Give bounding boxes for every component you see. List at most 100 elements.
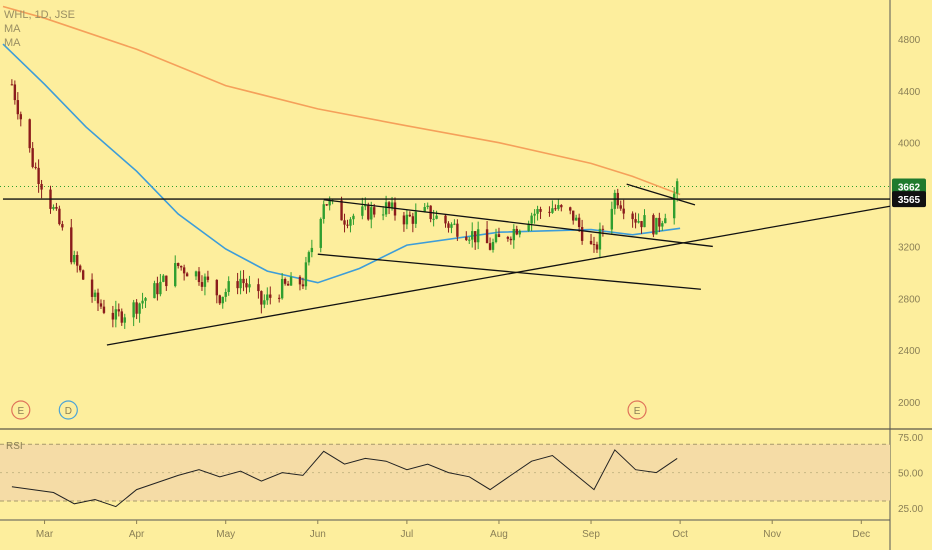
candle-body xyxy=(390,202,394,208)
price-tick-label: 4000 xyxy=(898,139,921,150)
candle-body xyxy=(601,228,605,230)
candle-body xyxy=(408,214,412,217)
price-tick-label: 4800 xyxy=(898,35,921,46)
trendline xyxy=(106,205,891,346)
trendline xyxy=(317,253,701,290)
candle-body xyxy=(215,279,219,296)
candle-body xyxy=(227,281,230,292)
month-label: May xyxy=(216,529,235,540)
candle-body xyxy=(99,303,103,307)
ma2-label[interactable]: MA xyxy=(4,37,21,49)
candle-body xyxy=(159,281,162,295)
candle-body xyxy=(373,207,376,215)
candle-body xyxy=(447,223,450,228)
rsi-tick-label: 50.00 xyxy=(898,469,923,480)
candle-body xyxy=(319,218,322,248)
candle-body xyxy=(301,284,305,287)
candle-body xyxy=(622,208,625,214)
candle-body xyxy=(307,252,311,263)
candle-body xyxy=(655,217,658,235)
candle-body xyxy=(381,214,385,216)
candle-body xyxy=(135,302,138,314)
event-marker xyxy=(627,400,647,420)
candle-body xyxy=(672,193,676,219)
candle-body xyxy=(589,240,593,245)
candle-body xyxy=(530,215,533,224)
candle-body xyxy=(218,295,221,304)
candle-body xyxy=(156,283,159,295)
price-tag-label: 3565 xyxy=(898,195,921,206)
candle-body xyxy=(310,247,314,253)
candle-body xyxy=(634,219,637,223)
candle-body xyxy=(402,215,406,225)
candle-body xyxy=(70,227,73,263)
candle-body xyxy=(444,215,447,224)
candle-body xyxy=(352,215,355,220)
candle-body xyxy=(468,239,471,241)
chart-legend: WHL, 1D, JSE MA MA xyxy=(4,8,75,50)
ma1-label[interactable]: MA xyxy=(4,23,21,35)
candle-body xyxy=(78,265,82,271)
month-label: Jul xyxy=(400,529,413,540)
candle-body xyxy=(165,275,168,287)
candle-body xyxy=(506,237,510,239)
candle-body xyxy=(471,231,474,240)
candle-body xyxy=(179,265,183,268)
candle-body xyxy=(661,223,664,227)
candle-body xyxy=(577,217,581,228)
candle-body xyxy=(58,208,61,225)
candle-body xyxy=(619,205,622,209)
candle-body xyxy=(652,215,655,235)
candle-body xyxy=(269,294,272,298)
candle-body xyxy=(182,267,186,274)
candle-body xyxy=(236,281,239,289)
candles xyxy=(10,79,679,329)
candle-body xyxy=(658,217,661,227)
candle-body xyxy=(494,234,498,243)
candle-body xyxy=(31,148,34,167)
candle-body xyxy=(328,200,331,206)
price-tag-bg xyxy=(892,178,926,195)
candle-body xyxy=(554,208,557,210)
rsi-tick-label: 75.00 xyxy=(898,433,923,444)
candle-body xyxy=(509,238,513,241)
trendline xyxy=(626,183,696,206)
candle-body xyxy=(476,229,480,243)
candle-body xyxy=(572,210,575,221)
candle-body xyxy=(197,271,201,283)
candle-body xyxy=(432,218,435,220)
event-marker-label: E xyxy=(17,406,24,417)
candle-body xyxy=(114,309,118,320)
candle-body xyxy=(52,206,55,209)
candle-body xyxy=(289,276,293,286)
candle-body xyxy=(102,306,106,313)
candle-body xyxy=(557,205,560,209)
candle-body xyxy=(551,208,554,213)
candle-body xyxy=(162,275,165,282)
month-label: Jun xyxy=(310,529,326,540)
price-tag-bg xyxy=(892,191,926,208)
candle-body xyxy=(643,215,646,228)
candle-body xyxy=(370,207,373,220)
candle-body xyxy=(364,204,367,207)
candle-body xyxy=(574,217,578,221)
candle-body xyxy=(664,218,667,224)
candle-body xyxy=(465,236,468,241)
candle-body xyxy=(426,205,429,208)
event-marker-label: D xyxy=(65,406,72,417)
candle-body xyxy=(263,300,266,305)
candle-body xyxy=(141,300,144,304)
candle-body xyxy=(411,216,415,224)
candle-body xyxy=(120,311,123,323)
event-marker xyxy=(58,400,78,420)
candle-body xyxy=(580,227,584,241)
price-tag-label: 3662 xyxy=(898,183,921,194)
candle-body xyxy=(456,223,459,237)
candle-body xyxy=(384,202,388,215)
rsi-label: RSI xyxy=(6,441,23,452)
candle-body xyxy=(144,298,147,301)
candle-body xyxy=(221,296,224,304)
candle-body xyxy=(533,213,536,216)
candle-body xyxy=(200,282,204,287)
